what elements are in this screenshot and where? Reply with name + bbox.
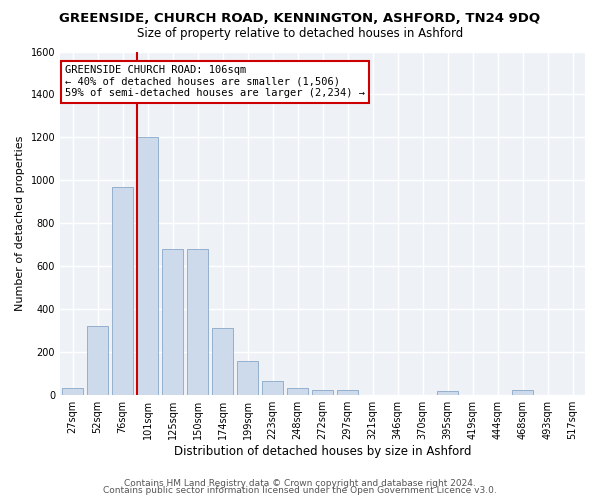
Bar	[137, 138, 158, 394]
Text: Size of property relative to detached houses in Ashford: Size of property relative to detached ho…	[137, 28, 463, 40]
Bar	[337, 390, 358, 394]
Bar	[437, 392, 458, 394]
Bar	[212, 328, 233, 394]
Text: Contains public sector information licensed under the Open Government Licence v3: Contains public sector information licen…	[103, 486, 497, 495]
Bar	[62, 388, 83, 394]
Bar	[287, 388, 308, 394]
Bar	[187, 249, 208, 394]
Bar	[87, 326, 108, 394]
Bar	[512, 390, 533, 394]
Y-axis label: Number of detached properties: Number of detached properties	[15, 136, 25, 310]
Text: GREENSIDE CHURCH ROAD: 106sqm
← 40% of detached houses are smaller (1,506)
59% o: GREENSIDE CHURCH ROAD: 106sqm ← 40% of d…	[65, 65, 365, 98]
Text: Contains HM Land Registry data © Crown copyright and database right 2024.: Contains HM Land Registry data © Crown c…	[124, 478, 476, 488]
Text: GREENSIDE, CHURCH ROAD, KENNINGTON, ASHFORD, TN24 9DQ: GREENSIDE, CHURCH ROAD, KENNINGTON, ASHF…	[59, 12, 541, 26]
Bar	[112, 186, 133, 394]
Bar	[262, 380, 283, 394]
Bar	[237, 362, 258, 394]
Bar	[162, 249, 183, 394]
Bar	[312, 390, 333, 394]
X-axis label: Distribution of detached houses by size in Ashford: Distribution of detached houses by size …	[174, 444, 471, 458]
